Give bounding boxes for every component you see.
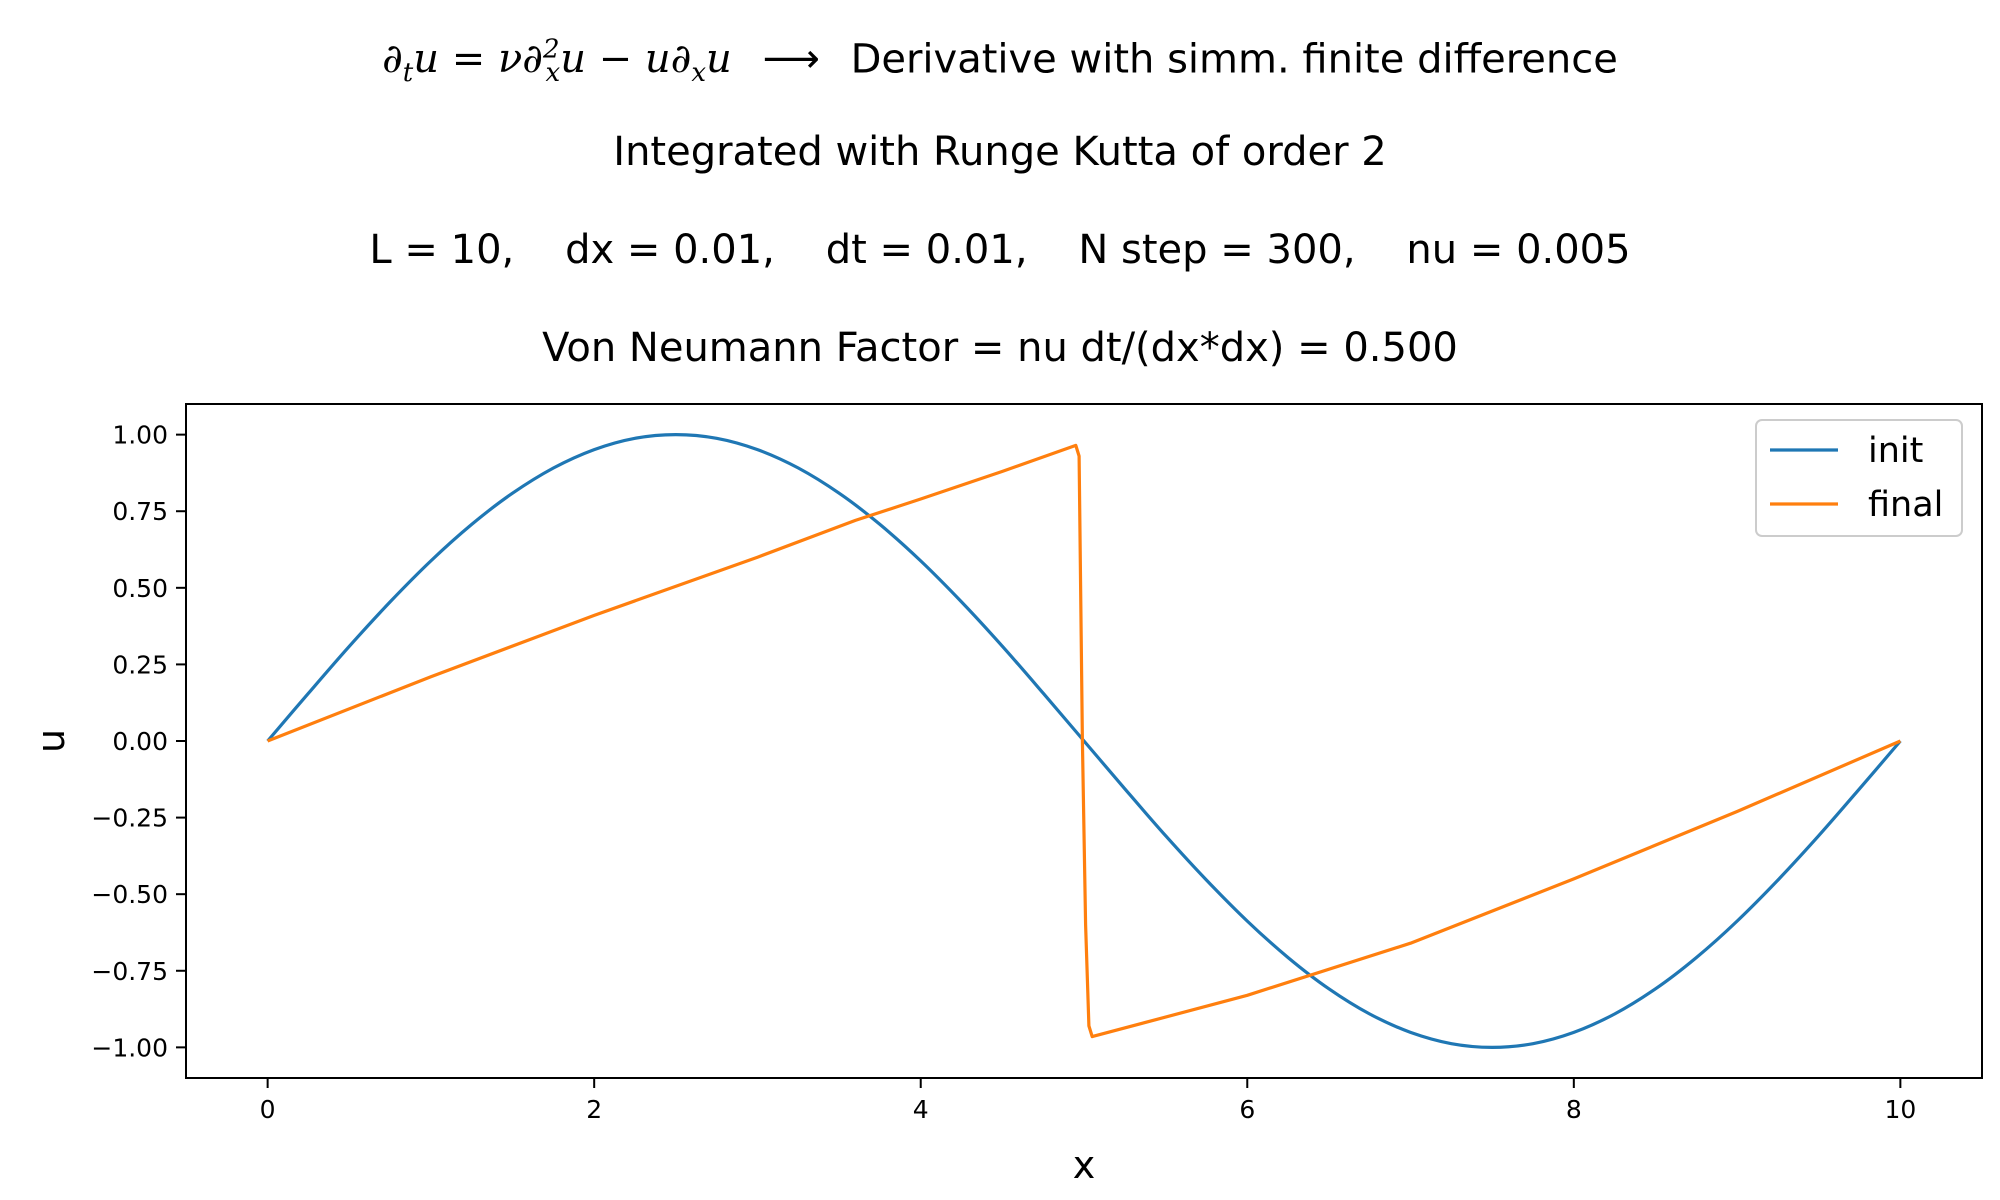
y-tick-label: 0.25: [112, 650, 168, 679]
y-tick-label: −1.00: [91, 1033, 168, 1062]
y-axis-label: u: [29, 729, 73, 753]
y-tick-label: 0.50: [112, 574, 168, 603]
arrow-icon: ⟶: [762, 36, 820, 83]
series-line-init: [266, 433, 1902, 1049]
y-tick-label: −0.50: [91, 880, 168, 909]
y-axis-ticks: 1.00 0.75 0.50 0.25 0.00 −0.25 −0.50 −0.75 −1.00: [91, 421, 186, 1062]
legend-label-init: init: [1868, 431, 1923, 471]
x-tick-label: 8: [1566, 1095, 1582, 1124]
x-tick-label: 6: [1239, 1095, 1255, 1124]
x-tick-label: 0: [260, 1095, 276, 1124]
x-tick-label: 10: [1884, 1095, 1916, 1124]
title-method: Derivative with simm. finite difference: [850, 36, 1618, 83]
chart-title-equation: ∂tu = ν∂2xu − u∂xu ⟶ Derivative with sim…: [0, 26, 2000, 97]
chart-title-von-neumann: Von Neumann Factor = nu dt/(dx*dx) = 0.5…: [542, 325, 1458, 371]
chart-title-integrator: Integrated with Runge Kutta of order 2: [613, 129, 1387, 175]
chart-title-parameters: L = 10, dx = 0.01, dt = 0.01, N step = 3…: [369, 227, 1631, 273]
y-tick-label: −0.75: [91, 957, 168, 986]
x-axis-ticks: 0 2 4 6 8 10: [260, 1078, 1916, 1124]
x-axis-label: x: [1073, 1143, 1096, 1187]
y-tick-label: −0.25: [91, 804, 168, 833]
y-tick-label: 0.75: [112, 497, 168, 526]
x-tick-label: 4: [913, 1095, 929, 1124]
x-tick-label: 2: [586, 1095, 602, 1124]
series-line-final: [267, 443, 1902, 1039]
legend-label-final: final: [1868, 485, 1943, 525]
burgers-equation: ∂tu = ν∂2xu − u∂xu: [382, 35, 732, 89]
series-layer: [266, 433, 1902, 1049]
y-tick-label: 0.00: [112, 727, 168, 756]
y-tick-label: 1.00: [112, 421, 168, 450]
legend: init final: [1755, 419, 1963, 537]
